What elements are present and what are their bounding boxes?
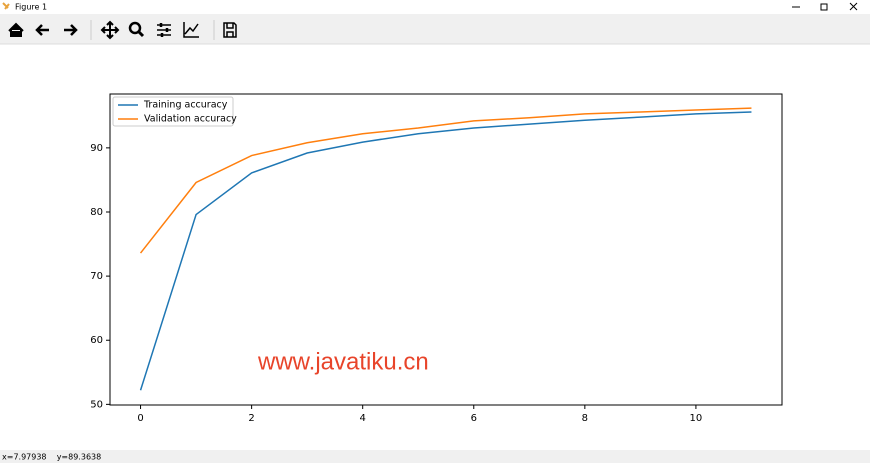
- zoom-button[interactable]: [128, 21, 142, 35]
- y-tick-label: 60: [90, 335, 103, 346]
- toolbar: [0, 14, 870, 44]
- title-bar: [0, 0, 870, 14]
- close-button[interactable]: [849, 2, 858, 11]
- app-icon: [2, 2, 10, 10]
- line-series: [139, 107, 752, 254]
- axes-frame: [109, 93, 783, 406]
- status-text: x=7.97938 y=89.3638: [2, 453, 101, 462]
- legend-label: Validation accuracy: [144, 114, 237, 125]
- window-title: Figure 1: [15, 3, 47, 12]
- y-tick-label: 80: [90, 207, 103, 218]
- restore-button[interactable]: [820, 3, 828, 11]
- home-button[interactable]: [8, 22, 24, 37]
- forward-button[interactable]: [64, 24, 78, 36]
- y-tick-label: 70: [90, 271, 103, 282]
- legend-box: [112, 96, 234, 127]
- status-bar: [0, 450, 870, 463]
- x-tick-label: 2: [248, 413, 254, 424]
- x-tick-label: 8: [582, 413, 588, 424]
- back-button[interactable]: [35, 24, 49, 36]
- edit-axes-button[interactable]: [183, 22, 199, 38]
- x-tick-label: 6: [471, 413, 477, 424]
- legend-label: Training accuracy: [143, 100, 228, 111]
- x-tick-label: 10: [690, 413, 703, 424]
- subplots-button[interactable]: [157, 24, 171, 36]
- pan-button[interactable]: [100, 20, 120, 40]
- plot: 0 2 4 6 8 10 50 60 70 80 90 Training accuracy Valida…: [90, 93, 783, 424]
- line-series: [139, 111, 752, 391]
- y-tick-label: 90: [90, 143, 103, 154]
- x-tick-label: 0: [137, 413, 143, 424]
- x-tick-label: 4: [360, 413, 366, 424]
- y-tick-label: 50: [90, 399, 103, 410]
- watermark: www.javatiku.cn: [257, 348, 429, 375]
- save-button[interactable]: [223, 22, 237, 38]
